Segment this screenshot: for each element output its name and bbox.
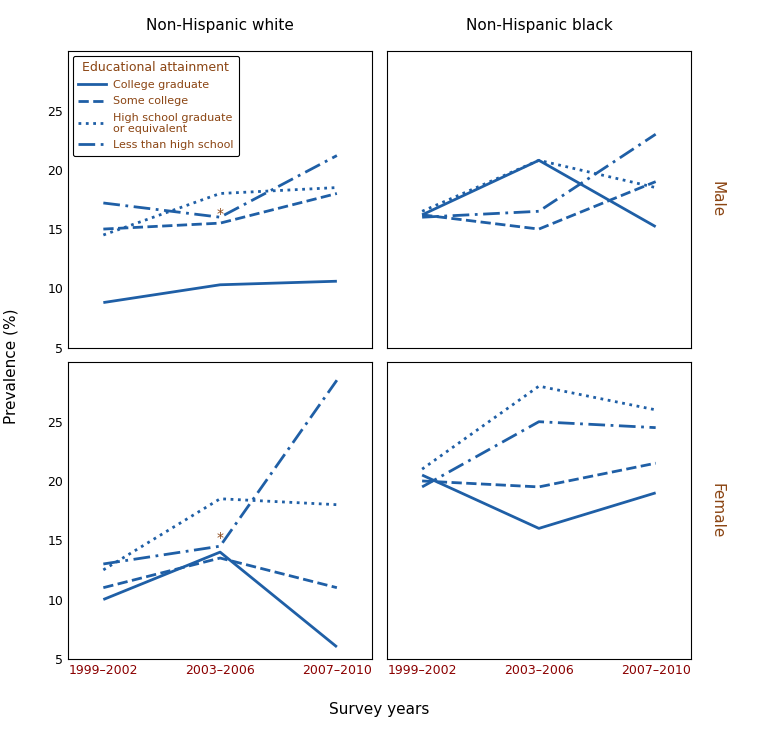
Text: Male: Male [710,182,725,217]
Text: Female: Female [710,483,725,538]
Text: Survey years: Survey years [329,703,430,717]
Text: Prevalence (%): Prevalence (%) [4,308,19,424]
Legend: College graduate, Some college, High school graduate
or equivalent, Less than hi: College graduate, Some college, High sch… [73,56,239,156]
Text: Non-Hispanic black: Non-Hispanic black [465,18,613,33]
Text: *: * [216,531,224,545]
Text: *: * [216,206,224,220]
Text: Non-Hispanic white: Non-Hispanic white [146,18,294,33]
